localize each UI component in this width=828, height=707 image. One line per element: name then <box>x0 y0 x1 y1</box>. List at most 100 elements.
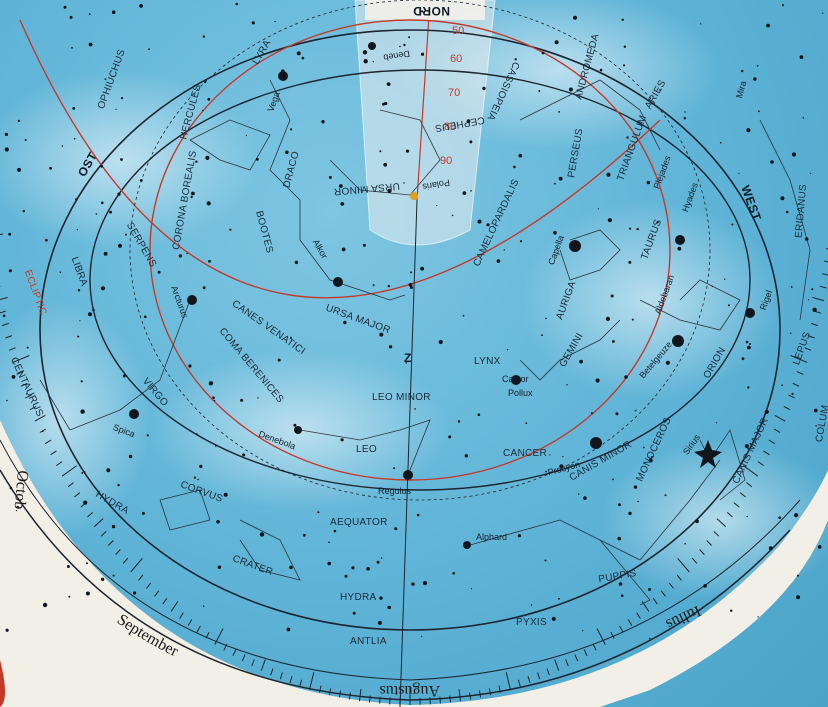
star-dot <box>343 320 347 325</box>
ring-tick <box>677 557 690 573</box>
label-zenith: Z <box>404 351 412 365</box>
star-dot <box>83 500 88 505</box>
star-dot <box>83 471 86 474</box>
ring-tick <box>733 502 740 508</box>
star-dot <box>590 412 593 415</box>
star-dot <box>703 584 707 588</box>
ring-tick <box>449 695 451 703</box>
star-dot <box>202 109 204 112</box>
star-dot <box>16 505 20 509</box>
star-dot <box>416 513 420 517</box>
star-dot <box>813 408 818 413</box>
star-dot <box>597 208 600 210</box>
label-arcturus: Arcturus <box>169 285 190 320</box>
star-dot <box>507 349 509 351</box>
star-dot <box>665 360 671 365</box>
star-dot <box>257 397 259 399</box>
ring-tick <box>44 439 52 445</box>
star-dot <box>85 591 90 596</box>
star-dot <box>628 511 632 516</box>
star-dot <box>217 565 222 569</box>
star-dot <box>100 286 106 291</box>
ring-tick <box>636 612 641 619</box>
pointer-strip[interactable] <box>354 0 496 246</box>
star-dot <box>362 243 366 247</box>
star-dot <box>328 541 330 543</box>
date-ring[interactable] <box>0 420 828 707</box>
star-dot <box>807 299 810 301</box>
star-dot <box>88 13 91 16</box>
label-antlia: ANTLIA <box>350 636 387 647</box>
ring-tick <box>676 574 682 581</box>
ring-tick <box>774 414 786 422</box>
star-dot <box>372 61 374 63</box>
star-dot <box>626 136 629 139</box>
star-dot <box>451 214 454 217</box>
star-dot <box>448 435 452 439</box>
ring-tick <box>5 335 13 339</box>
star-dot <box>372 284 375 287</box>
ring-tick <box>824 260 828 263</box>
label-regulus: Regulus <box>378 486 412 496</box>
star-dot <box>470 588 473 590</box>
star-dot <box>408 36 411 39</box>
star-dot <box>778 516 781 519</box>
ring-tick <box>592 643 597 651</box>
star-dot <box>470 190 472 192</box>
star-dot <box>362 50 368 55</box>
svg-text:80: 80 <box>444 121 456 133</box>
star-dot <box>379 332 384 337</box>
star-dot <box>566 384 568 386</box>
star-dot <box>790 286 793 288</box>
star-dot <box>387 284 390 288</box>
star-dot <box>24 139 27 141</box>
ring-tick <box>328 688 332 696</box>
star-dot <box>340 202 345 206</box>
star-dot <box>496 259 501 263</box>
star-dot <box>17 119 20 122</box>
ring-tick <box>527 676 531 684</box>
star-dot <box>15 510 18 512</box>
star-dot <box>197 478 199 481</box>
star-dot <box>49 166 52 170</box>
ring-tick <box>348 692 351 700</box>
label-puppis: PUPPIS <box>598 568 638 586</box>
star-dot <box>562 456 564 458</box>
ring-tick <box>16 371 24 375</box>
star-dot <box>101 201 104 205</box>
star-dot <box>195 433 198 435</box>
star-dot <box>622 64 626 67</box>
ring-tick <box>660 590 666 597</box>
ring-tick <box>811 322 819 327</box>
ring-tick <box>260 659 266 671</box>
ring-tick <box>279 672 283 680</box>
star-dot <box>79 320 81 322</box>
star-dot <box>242 453 246 457</box>
star-dot <box>76 229 79 231</box>
star-dot <box>86 562 88 565</box>
star-dot <box>758 110 760 113</box>
star-dot <box>518 153 523 158</box>
star-dot <box>624 375 628 379</box>
star-dot <box>363 59 368 64</box>
star-dot <box>22 209 25 213</box>
ring-tick <box>668 582 674 589</box>
ring-tick <box>583 649 588 657</box>
star-dot <box>207 97 211 101</box>
star-dot <box>321 120 325 124</box>
star-dot <box>240 398 244 402</box>
star-dot <box>205 155 210 160</box>
star-dot <box>646 180 651 185</box>
star-dot <box>403 43 406 47</box>
star-dot <box>403 182 405 184</box>
star-dot <box>715 422 718 424</box>
ring-tick <box>115 549 121 555</box>
star-dot <box>4 147 9 152</box>
star-dot <box>610 294 614 298</box>
star-dot <box>289 565 293 570</box>
star-dot <box>117 243 123 248</box>
star-dot <box>382 102 385 106</box>
star-dot <box>124 233 127 236</box>
star-dot <box>764 409 769 414</box>
star-dot <box>804 237 809 241</box>
